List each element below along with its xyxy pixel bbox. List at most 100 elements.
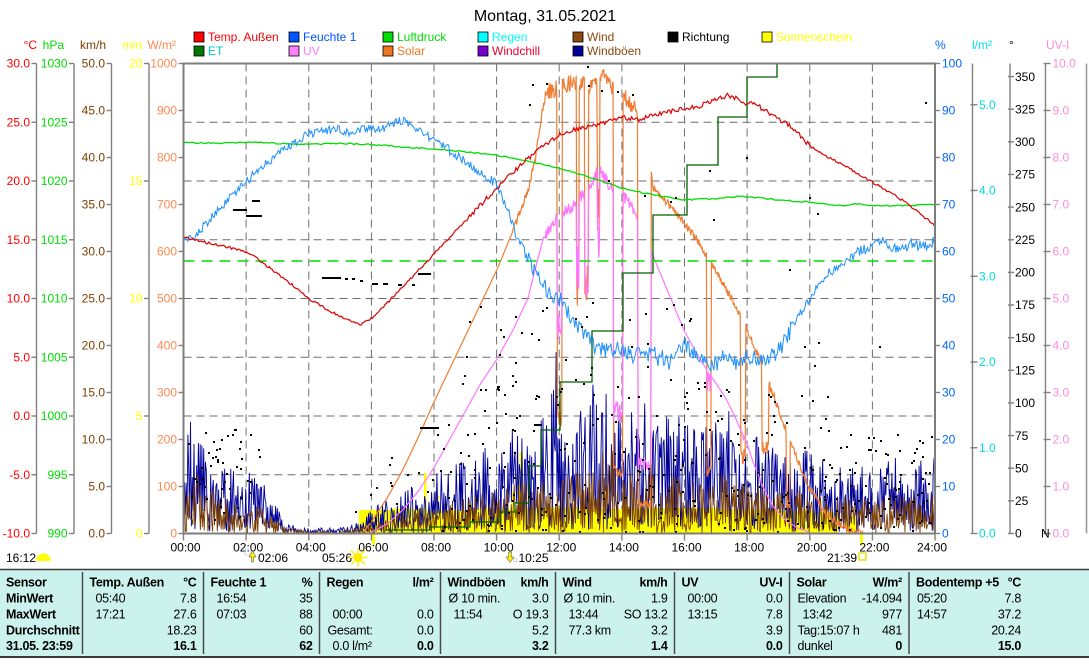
svg-text:20.0: 20.0 xyxy=(7,174,31,188)
svg-text:5: 5 xyxy=(136,409,143,423)
svg-text:Ø 10 min.: Ø 10 min. xyxy=(564,592,616,606)
svg-text:50: 50 xyxy=(1015,461,1029,475)
svg-text:0.0: 0.0 xyxy=(417,608,434,622)
svg-text:2.0: 2.0 xyxy=(979,355,996,369)
svg-text:3.0: 3.0 xyxy=(1053,386,1070,400)
svg-text:06:00: 06:00 xyxy=(358,541,388,555)
svg-text:77.3 km: 77.3 km xyxy=(569,623,611,637)
svg-text:16.1: 16.1 xyxy=(173,639,196,653)
svg-text:100: 100 xyxy=(1015,396,1035,410)
svg-text:18.23: 18.23 xyxy=(167,623,197,637)
svg-text:0.0: 0.0 xyxy=(417,623,434,637)
svg-text:45.0: 45.0 xyxy=(82,104,106,118)
svg-text:00:00: 00:00 xyxy=(333,608,363,622)
svg-text:Bodentemp +5: Bodentemp +5 xyxy=(916,575,999,589)
svg-text:16:54: 16:54 xyxy=(217,592,247,606)
svg-text:30.0: 30.0 xyxy=(82,245,106,259)
svg-text:W/m²: W/m² xyxy=(147,38,176,52)
svg-text:11:54: 11:54 xyxy=(454,608,483,622)
svg-text:1.4: 1.4 xyxy=(651,639,668,653)
svg-text:Regen: Regen xyxy=(492,30,527,44)
svg-text:125: 125 xyxy=(1015,364,1035,378)
svg-text:7.0: 7.0 xyxy=(1053,198,1070,212)
svg-text:1.9: 1.9 xyxy=(651,592,668,606)
svg-text:7.8: 7.8 xyxy=(1005,592,1022,606)
svg-text:Luftdruck: Luftdruck xyxy=(397,30,447,44)
svg-text:Windchill: Windchill xyxy=(492,44,540,58)
svg-text:dunkel: dunkel xyxy=(798,639,833,653)
svg-text:24:00: 24:00 xyxy=(917,541,947,555)
svg-text:300: 300 xyxy=(157,386,177,400)
svg-text:UV-I: UV-I xyxy=(759,575,782,589)
svg-text:Ø 10 min.: Ø 10 min. xyxy=(449,592,501,606)
svg-text:3.0: 3.0 xyxy=(979,269,996,283)
svg-text:UV: UV xyxy=(682,575,700,589)
svg-text:O 19.3: O 19.3 xyxy=(513,608,549,622)
svg-text:60: 60 xyxy=(299,623,313,637)
svg-text:15: 15 xyxy=(129,174,143,188)
svg-text:-10.0: -10.0 xyxy=(3,527,31,541)
svg-text:°C: °C xyxy=(24,38,38,52)
svg-text:350: 350 xyxy=(1015,70,1035,84)
svg-text:100: 100 xyxy=(157,480,177,494)
svg-text:MinWert: MinWert xyxy=(6,592,54,606)
svg-text:88: 88 xyxy=(299,608,313,622)
svg-text:150: 150 xyxy=(1015,331,1035,345)
svg-text:18:00: 18:00 xyxy=(734,541,764,555)
svg-text:km/h: km/h xyxy=(640,575,668,589)
svg-text:UV-I: UV-I xyxy=(1046,38,1069,52)
svg-text:05:20: 05:20 xyxy=(917,592,947,606)
svg-text:10:25: 10:25 xyxy=(519,551,549,565)
svg-text:min: min xyxy=(123,38,142,52)
svg-text:1.0: 1.0 xyxy=(1053,480,1070,494)
svg-text:4.0: 4.0 xyxy=(1053,339,1070,353)
svg-text:8.0: 8.0 xyxy=(1053,151,1070,165)
svg-text:10:00: 10:00 xyxy=(484,541,514,555)
svg-text:00:00: 00:00 xyxy=(688,592,718,606)
svg-text:21:39: 21:39 xyxy=(827,551,857,565)
svg-text:2.0: 2.0 xyxy=(1053,433,1070,447)
svg-text:10.0: 10.0 xyxy=(82,433,106,447)
svg-text:80: 80 xyxy=(942,151,956,165)
svg-text:0.0: 0.0 xyxy=(766,639,783,653)
svg-text:l/m²: l/m² xyxy=(412,575,433,589)
svg-text:13:15: 13:15 xyxy=(688,608,718,622)
svg-text:27.6: 27.6 xyxy=(173,608,196,622)
svg-text:Solar: Solar xyxy=(797,575,827,589)
svg-text:35.0: 35.0 xyxy=(82,198,106,212)
svg-text:7.8: 7.8 xyxy=(180,592,197,606)
svg-text:0.0 l/m²: 0.0 l/m² xyxy=(333,639,372,653)
svg-text:300: 300 xyxy=(1015,135,1035,149)
svg-text:50.0: 50.0 xyxy=(82,57,106,71)
svg-text:325: 325 xyxy=(1015,102,1035,116)
svg-text:Temp. Außen: Temp. Außen xyxy=(90,575,164,589)
svg-text:5.2: 5.2 xyxy=(532,623,549,637)
svg-text:0.0: 0.0 xyxy=(88,527,105,541)
svg-text:800: 800 xyxy=(157,151,177,165)
svg-text:5.0: 5.0 xyxy=(88,480,105,494)
svg-text:1030: 1030 xyxy=(41,57,68,71)
svg-text:400: 400 xyxy=(157,339,177,353)
svg-text:16:12: 16:12 xyxy=(6,551,36,565)
svg-text:SO 13.2: SO 13.2 xyxy=(624,608,668,622)
svg-text:5.0: 5.0 xyxy=(979,98,996,112)
svg-text:Durchschnitt: Durchschnitt xyxy=(6,623,81,637)
svg-text:17:21: 17:21 xyxy=(96,608,126,622)
svg-text:10.0: 10.0 xyxy=(1053,57,1077,71)
svg-text:0: 0 xyxy=(136,527,143,541)
svg-text:05:40: 05:40 xyxy=(96,592,126,606)
svg-text:200: 200 xyxy=(157,433,177,447)
svg-text:UV: UV xyxy=(303,44,320,58)
svg-text:°C: °C xyxy=(1008,575,1022,589)
svg-text:5.0: 5.0 xyxy=(13,350,30,364)
svg-text:90: 90 xyxy=(942,104,956,118)
svg-text:Sensor: Sensor xyxy=(6,575,47,589)
svg-text:Tag:15:07 h: Tag:15:07 h xyxy=(798,623,860,637)
svg-text:62: 62 xyxy=(299,639,313,653)
svg-text:0.0: 0.0 xyxy=(417,639,434,653)
svg-text:995: 995 xyxy=(47,468,67,482)
svg-text:Feuchte 1: Feuchte 1 xyxy=(211,575,267,589)
svg-text:22:00: 22:00 xyxy=(859,541,889,555)
svg-text:ET: ET xyxy=(208,44,224,58)
svg-text:Solar: Solar xyxy=(397,44,425,58)
